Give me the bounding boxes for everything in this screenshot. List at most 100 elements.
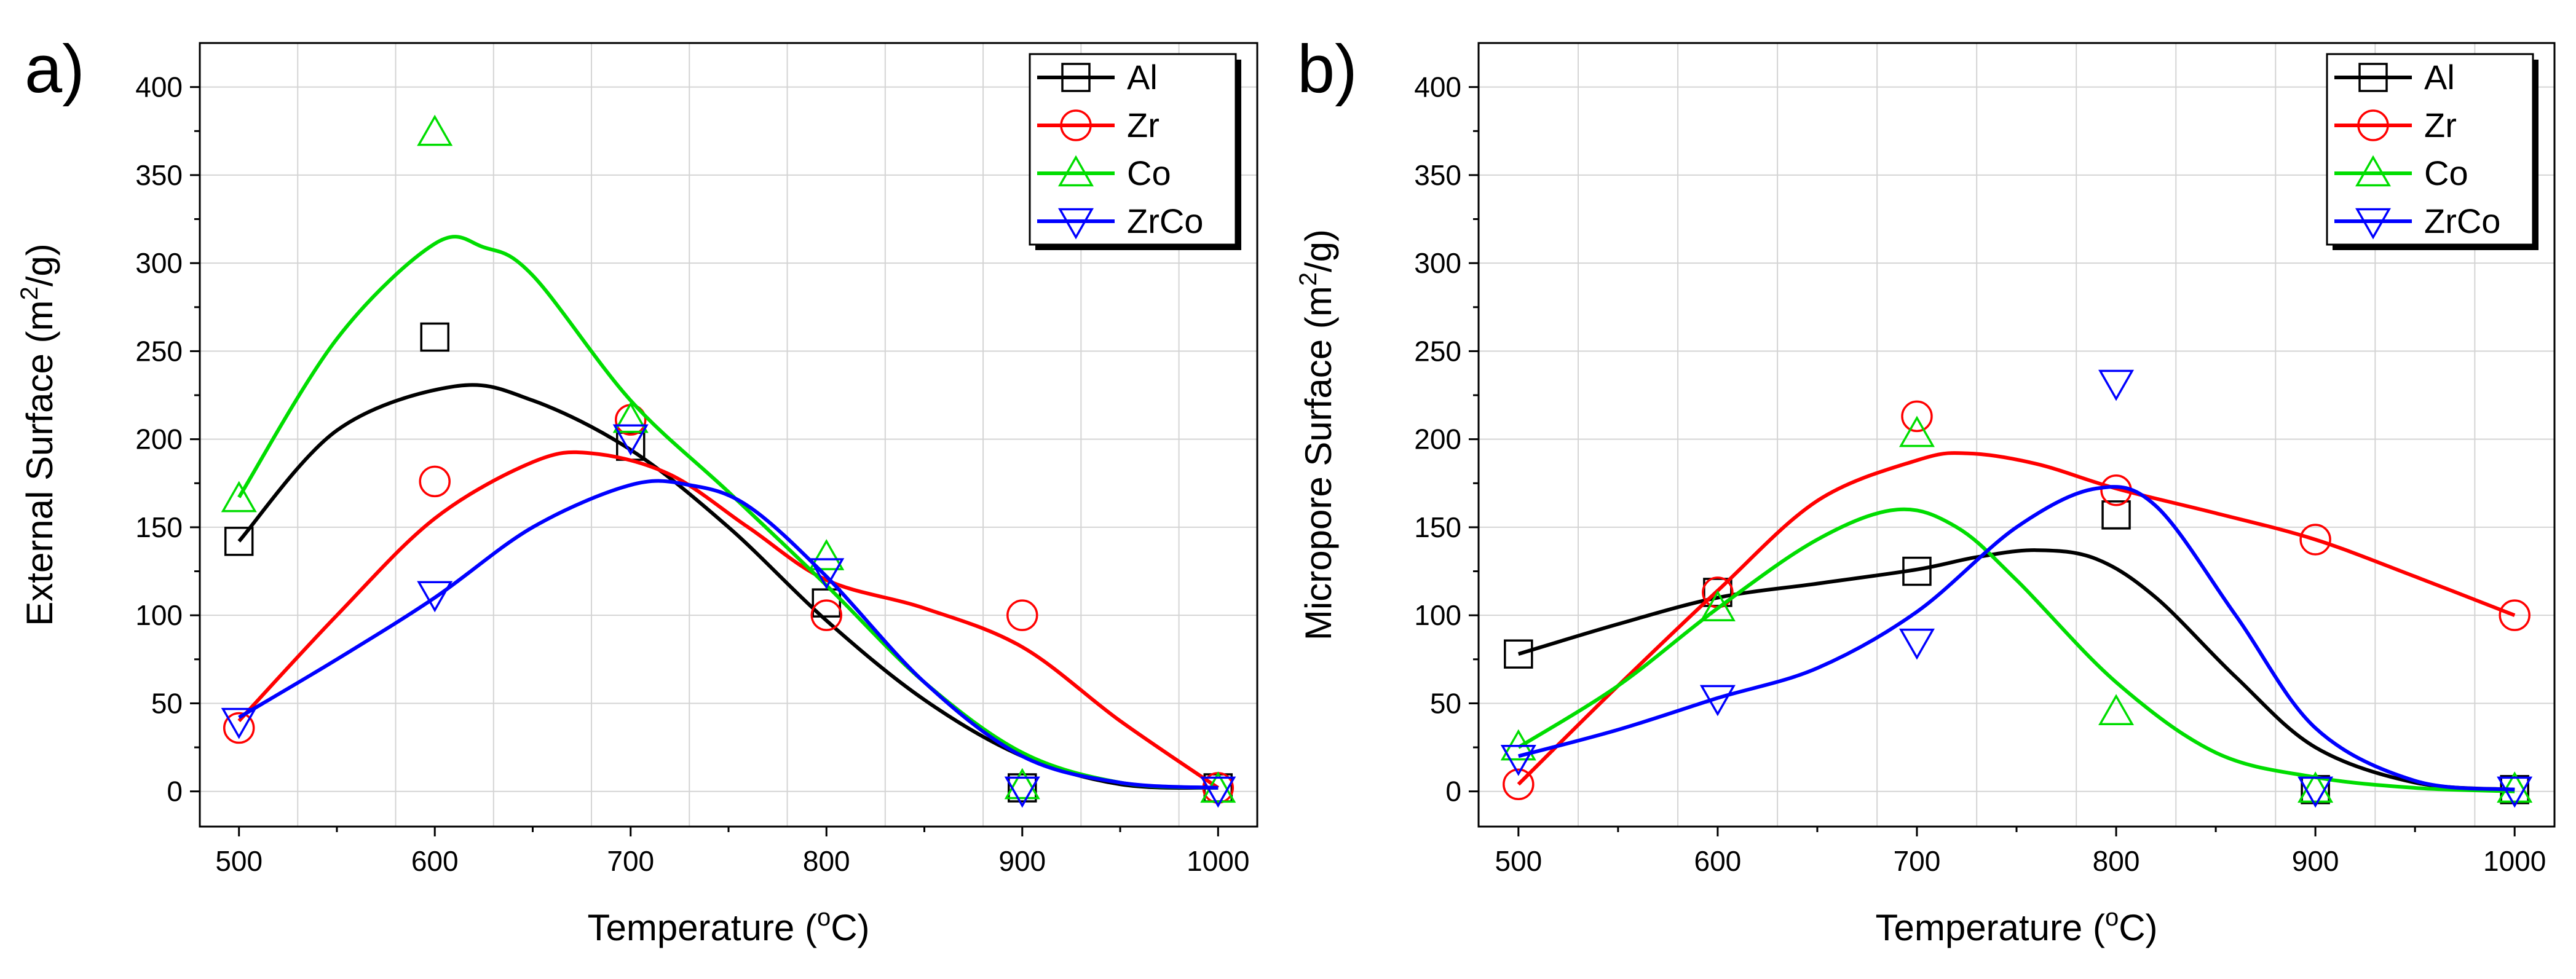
- x-axis-title-main: Temperature (: [1875, 907, 2104, 948]
- x-tick-label: 800: [2093, 845, 2140, 877]
- legend-marker-zrco: [1057, 208, 1094, 240]
- data-point-zrco: [612, 424, 649, 456]
- legend-label-zrco: ZrCo: [2424, 202, 2500, 240]
- data-point-zr: [419, 465, 451, 498]
- x-tick-label: 500: [215, 845, 263, 877]
- legend-marker-al: [1061, 63, 1091, 92]
- x-tick-label: 1000: [2483, 845, 2546, 877]
- y-axis-title: External Surface (m2/g): [16, 243, 60, 626]
- data-point-co: [417, 114, 453, 146]
- x-tick-label: 600: [411, 845, 459, 877]
- y-tick-label: 300: [135, 247, 183, 279]
- series-line-zrco: [238, 479, 1219, 790]
- legend-marker-co: [1057, 155, 1094, 187]
- x-tick-label: 500: [1495, 845, 1542, 877]
- data-point-co: [2098, 694, 2135, 726]
- y-axis-title-end: /g): [1298, 229, 1339, 272]
- x-tick-label: 800: [803, 845, 850, 877]
- legend-label-co: Co: [2424, 154, 2468, 192]
- x-tick-label: 700: [607, 845, 654, 877]
- x-axis-title-end: C): [2119, 907, 2157, 948]
- x-axis-title: Temperature (oC): [587, 904, 869, 948]
- series-line-zr: [1517, 451, 2516, 786]
- data-point-al: [1504, 639, 1533, 669]
- y-tick-label: 0: [1445, 776, 1461, 808]
- data-point-zrco: [2098, 369, 2135, 401]
- x-axis-title: Temperature (oC): [1875, 904, 2157, 948]
- y-tick-label: 0: [167, 776, 183, 808]
- x-axis-title-sup: o: [2105, 904, 2119, 931]
- series-line-co: [237, 235, 1219, 790]
- panel-label: a): [25, 31, 85, 107]
- y-tick-label: 50: [151, 687, 183, 719]
- data-point-zrco: [1500, 745, 1536, 776]
- x-axis-title-end: C): [831, 907, 869, 948]
- y-tick-label: 100: [135, 599, 183, 631]
- data-point-zr: [2299, 524, 2331, 556]
- data-point-zrco: [417, 581, 453, 613]
- data-point-co: [1699, 590, 1736, 621]
- y-tick-label: 250: [1414, 335, 1461, 367]
- legend-box: [2326, 53, 2534, 246]
- y-tick-label: 150: [1414, 511, 1461, 543]
- legend-label-al: Al: [2424, 58, 2455, 96]
- series-zrco: [1500, 369, 2533, 808]
- y-tick-label: 100: [1414, 599, 1461, 631]
- y-tick-label: 150: [135, 511, 183, 543]
- data-point-zr: [1503, 768, 1535, 800]
- y-axis-title-sup: 2: [1295, 272, 1322, 286]
- data-point-co: [221, 481, 257, 513]
- series-zrco: [221, 424, 1236, 808]
- y-axis-title-sup: 2: [16, 286, 43, 300]
- data-point-co: [808, 539, 845, 570]
- legend-label-co: Co: [1127, 154, 1171, 192]
- data-point-co: [1898, 415, 1935, 447]
- y-tick-label: 400: [1414, 71, 1461, 103]
- legend-label-al: Al: [1127, 58, 1158, 96]
- data-point-co: [612, 401, 649, 433]
- series-line-al: [237, 383, 1219, 790]
- legend-marker-zrco: [2355, 208, 2392, 240]
- data-point-co: [2297, 771, 2334, 803]
- y-tick-label: 300: [1414, 247, 1461, 279]
- data-point-zr: [810, 599, 843, 631]
- data-point-al: [1008, 773, 1037, 803]
- data-point-zr: [1901, 400, 1933, 433]
- data-point-zrco: [1004, 776, 1040, 808]
- y-axis-title-end: /g): [19, 243, 60, 286]
- data-point-zrco: [1699, 685, 1736, 717]
- y-tick-label: 200: [1414, 423, 1461, 455]
- legend-marker-zr: [2357, 109, 2389, 141]
- chart-panel-a: a) 500 600 700 800 900 1000 0 50 100 150 200 250 300 3…: [16, 31, 1258, 948]
- x-tick-label: 900: [2292, 845, 2339, 877]
- legend-label-zrco: ZrCo: [1127, 202, 1203, 240]
- x-axis-title-sup: o: [817, 904, 831, 931]
- y-tick-label: 400: [135, 71, 183, 103]
- x-tick-label: 900: [998, 845, 1046, 877]
- legend-marker-zr: [1060, 109, 1092, 141]
- series-line-al: [1517, 548, 2515, 792]
- data-point-al: [2101, 500, 2131, 530]
- data-point-zrco: [808, 558, 845, 590]
- x-axis-title-main: Temperature (: [587, 907, 816, 948]
- data-point-al: [420, 322, 449, 352]
- series-line-zr: [237, 450, 1219, 790]
- data-point-zr: [2499, 599, 2531, 631]
- data-point-co: [1004, 768, 1040, 800]
- panel-label: b): [1297, 31, 1357, 107]
- data-point-zrco: [221, 707, 257, 739]
- data-point-al: [1703, 578, 1732, 607]
- x-tick-label: 600: [1694, 845, 1742, 877]
- y-tick-label: 200: [135, 423, 183, 455]
- y-axis-title-main: External Surface (m: [19, 301, 60, 626]
- y-axis-title: Micropore Surface (m2/g): [1295, 229, 1339, 640]
- y-tick-label: 350: [1414, 159, 1461, 191]
- data-point-al: [812, 588, 842, 618]
- data-point-zrco: [1898, 628, 1935, 660]
- series-zr: [223, 404, 1235, 804]
- x-tick-label: 1000: [1187, 845, 1249, 877]
- data-point-al: [1902, 556, 1932, 586]
